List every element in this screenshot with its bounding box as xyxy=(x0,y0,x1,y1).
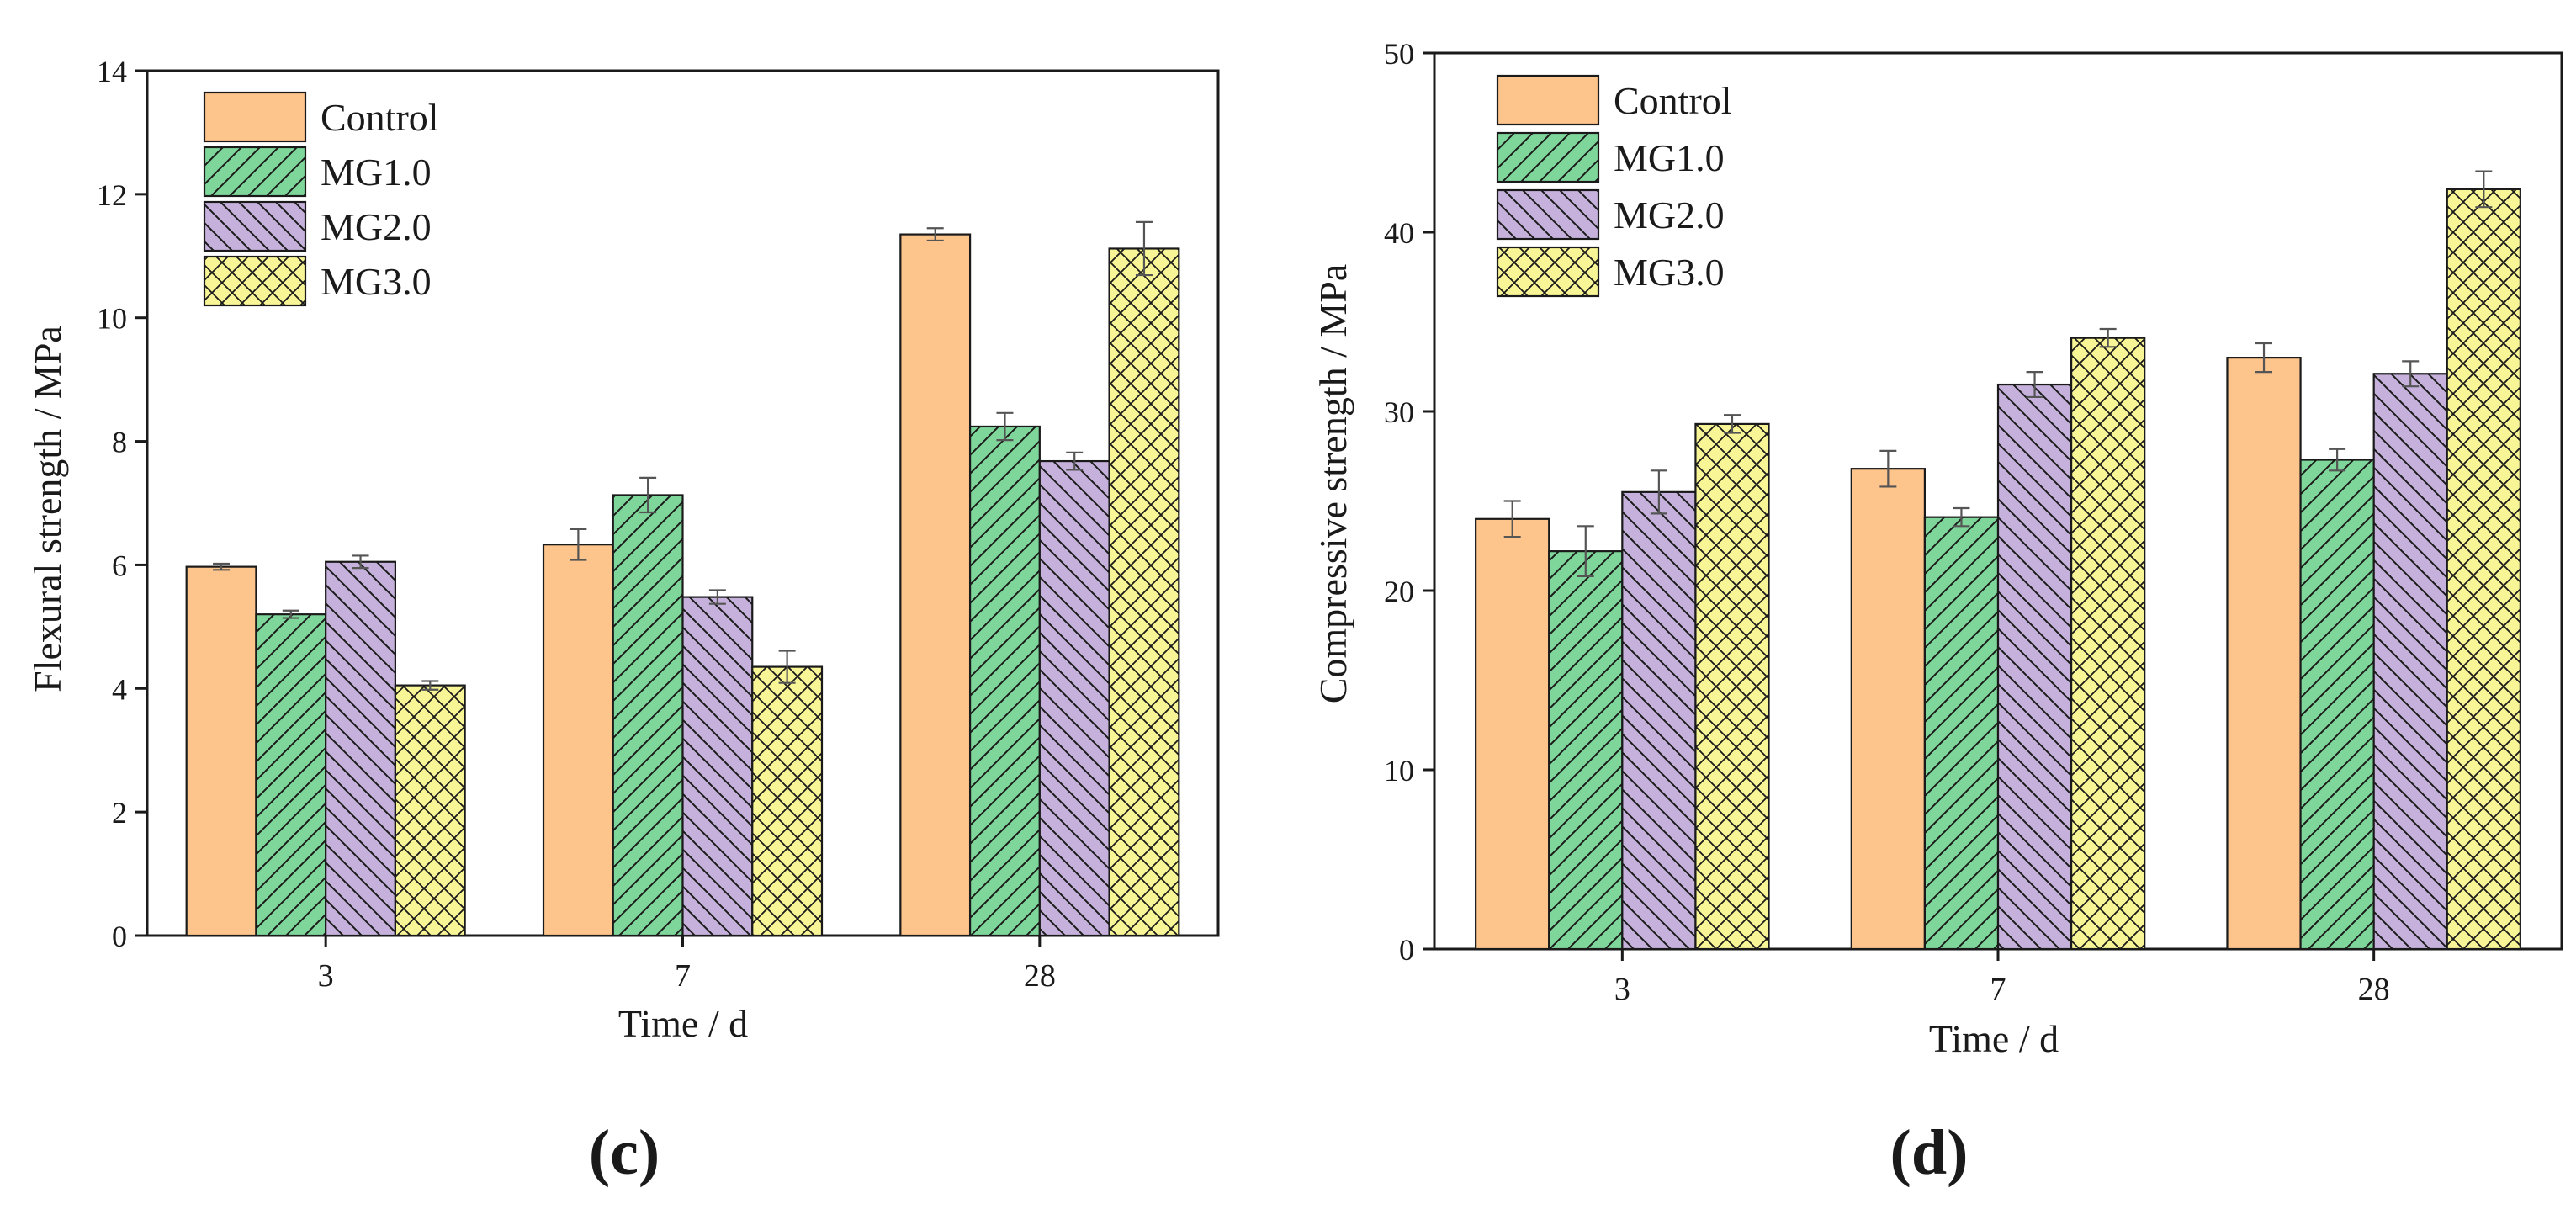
bar-mg3-0-3d xyxy=(1694,422,1770,951)
bar-mg1-0-7d xyxy=(1923,516,2000,951)
legend-swatch-mg3-0 xyxy=(1496,246,1600,298)
legend-label: MG2.0 xyxy=(321,205,432,248)
x-axis-label: Time / d xyxy=(618,1002,748,1045)
y-tick-label: 0 xyxy=(1399,933,1414,967)
bar-control-28d xyxy=(899,233,972,937)
bar-mg3-0-28d xyxy=(1108,247,1180,937)
legend-swatch-mg2-0 xyxy=(203,200,307,252)
bar-mg2-0-28d xyxy=(1038,459,1110,937)
legend-label: MG1.0 xyxy=(321,151,432,194)
legend-swatch-control xyxy=(203,91,307,143)
legend-label: MG2.0 xyxy=(1614,194,1725,236)
y-tick-label: 4 xyxy=(112,672,127,706)
bar-mg2-0-7d xyxy=(681,596,754,937)
chart-panel-flexural: 0 2 4 6 8 10 12 14 3 7 28 Control MG1.0 MG2.0 MG3.0 Fle… xyxy=(26,55,1220,1188)
legend-swatch-mg3-0 xyxy=(203,255,307,307)
y-tick-label: 10 xyxy=(97,302,127,336)
y-tick-label: 2 xyxy=(112,796,127,830)
legend-label: Control xyxy=(321,96,439,139)
y-tick-label: 14 xyxy=(97,55,127,88)
legend-label: MG3.0 xyxy=(321,260,432,303)
bar-control-7d xyxy=(1850,468,1927,951)
y-tick-label: 50 xyxy=(1384,37,1414,71)
panel-label: (c) xyxy=(589,1117,660,1188)
y-tick-label: 6 xyxy=(112,549,127,582)
legend-label: Control xyxy=(1614,79,1732,122)
x-tick-label: 3 xyxy=(318,958,334,994)
bar-mg1-0-3d xyxy=(1548,550,1624,951)
legend-swatch-control xyxy=(1496,74,1600,126)
x-tick-label: 28 xyxy=(1024,958,1056,994)
y-tick-label: 8 xyxy=(112,426,127,459)
x-axis-label: Time / d xyxy=(1929,1017,2059,1060)
bar-mg2-0-3d xyxy=(325,560,397,937)
y-axis-label: Compressive strength / MPa xyxy=(1312,264,1354,704)
panel-label: (d) xyxy=(1890,1117,1969,1188)
bar-mg1-0-3d xyxy=(255,613,327,937)
y-axis-label: Flexural strength / MPa xyxy=(26,326,69,692)
y-tick-label: 10 xyxy=(1384,754,1414,787)
bar-mg2-0-3d xyxy=(1621,490,1697,951)
y-tick-label: 0 xyxy=(112,920,127,953)
legend-swatch-mg1-0 xyxy=(1496,131,1600,183)
bar-mg3-0-28d xyxy=(2446,188,2521,951)
bar-mg3-0-7d xyxy=(2070,337,2146,951)
legend-label: MG3.0 xyxy=(1614,251,1725,294)
bar-mg1-0-28d xyxy=(2299,459,2375,951)
y-tick-label: 30 xyxy=(1384,395,1414,429)
bar-mg1-0-28d xyxy=(968,425,1041,937)
bar-mg3-0-7d xyxy=(751,665,824,937)
bar-control-3d xyxy=(1475,517,1550,951)
bar-mg1-0-7d xyxy=(612,494,684,937)
bar-control-28d xyxy=(2226,357,2302,951)
x-tick-label: 7 xyxy=(675,958,691,994)
bar-control-3d xyxy=(185,565,257,937)
bar-control-7d xyxy=(542,544,614,937)
y-tick-label: 20 xyxy=(1384,575,1414,608)
x-tick-label: 7 xyxy=(1990,972,2006,1007)
y-tick-label: 40 xyxy=(1384,216,1414,250)
legend-label: MG1.0 xyxy=(1614,136,1725,179)
bar-mg2-0-7d xyxy=(1996,383,2073,951)
legend-swatch-mg1-0 xyxy=(203,146,307,198)
y-tick-label: 12 xyxy=(97,178,127,212)
x-tick-label: 28 xyxy=(2358,972,2390,1007)
chart-panel-compressive: 0 10 20 30 40 50 3 7 28 Control MG1.0 MG2.0 MG3.0 Com… xyxy=(1312,37,2563,1188)
legend-swatch-mg2-0 xyxy=(1496,188,1600,241)
bar-mg3-0-3d xyxy=(394,684,466,937)
x-tick-label: 3 xyxy=(1614,972,1630,1007)
bar-mg2-0-28d xyxy=(2372,373,2448,951)
